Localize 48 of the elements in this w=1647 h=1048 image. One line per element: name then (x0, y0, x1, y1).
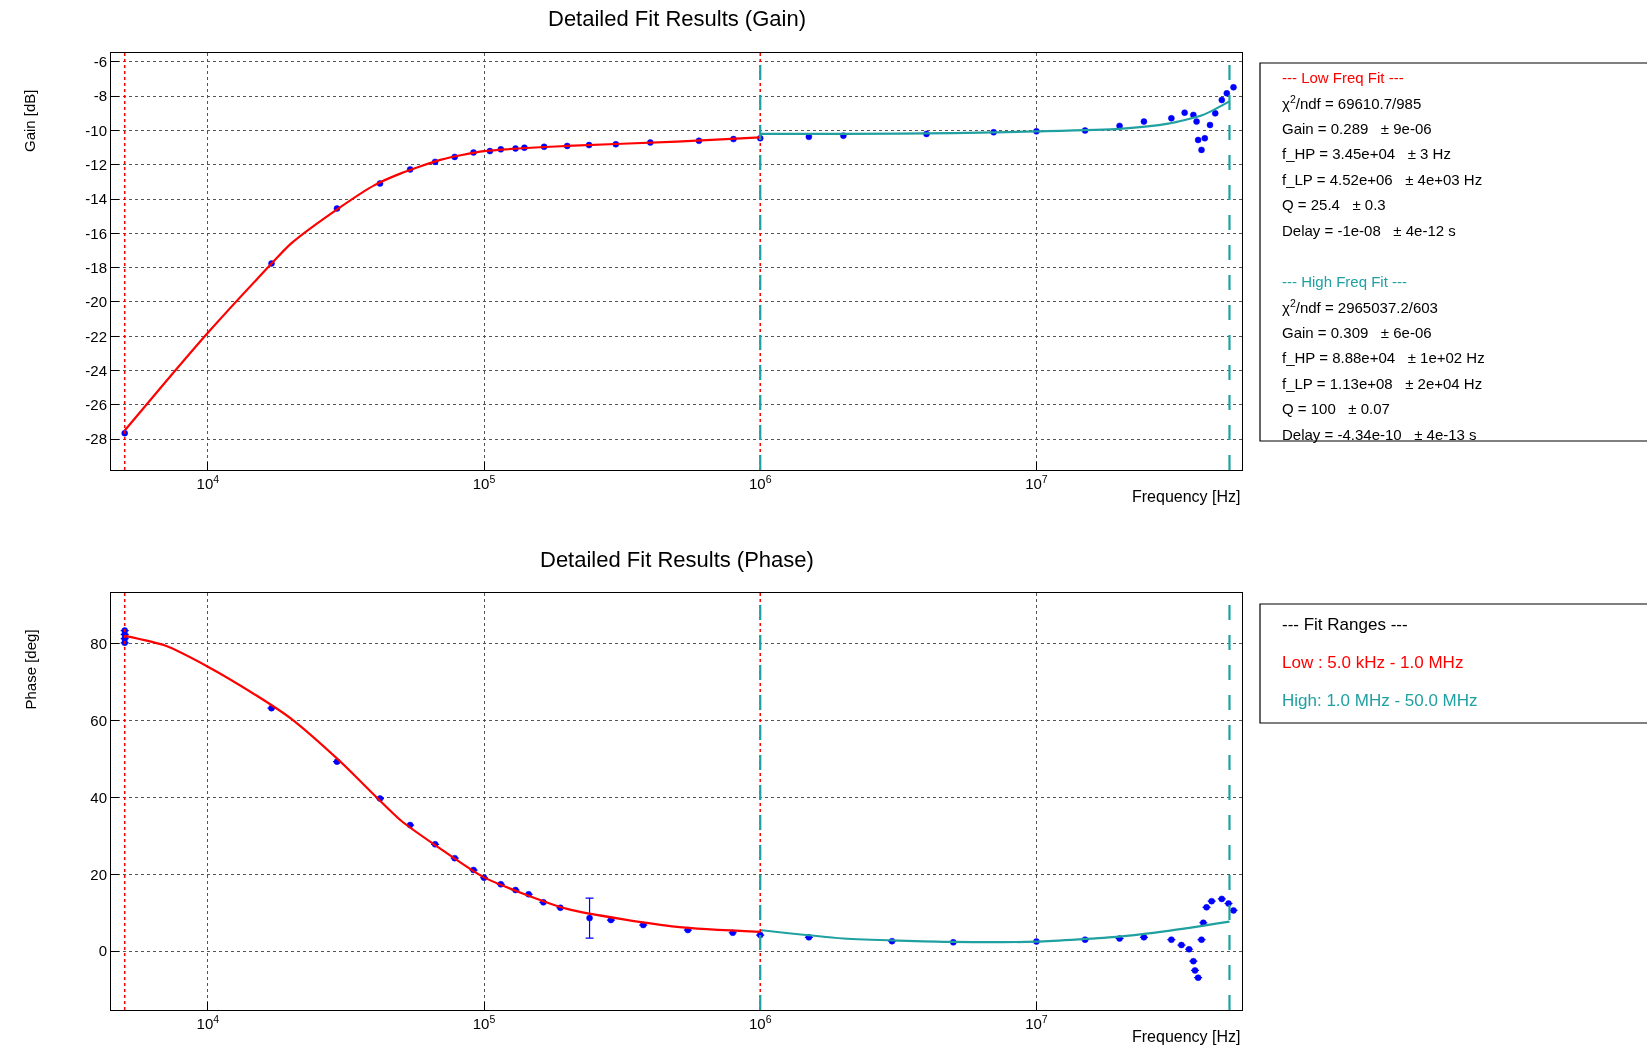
y-tick-label: 20 (90, 865, 107, 883)
y-tick-label: -18 (85, 258, 107, 276)
x-tick-label: 10$^{5}$ (472, 1012, 496, 1032)
y-tick-label: 80 (90, 634, 107, 652)
y-tick-label: -10 (85, 121, 107, 139)
y-tick-label: -26 (85, 396, 107, 414)
text: f_LP = 1.13e+08 ± 2e+04 Hz (1282, 375, 1483, 392)
y-tick-label: 60 (90, 711, 107, 729)
text: Delay = -4.34e-10 ± 4e-13 s (1282, 426, 1477, 443)
text: --- Fit Ranges --- (1282, 615, 1408, 634)
y-axis-title: Gain [dB] (21, 89, 38, 152)
text: --- Low Freq Fit --- (1282, 69, 1404, 86)
y-tick-label: 0 (98, 942, 107, 960)
text: Q = 25.4 ± 0.3 (1282, 196, 1386, 213)
x-tick-label: 10$^{4}$ (196, 472, 220, 492)
x-tick-label: 10$^{6}$ (748, 1012, 772, 1032)
text: χ$^{2}$/ndf = 2965037.2/603 (1282, 297, 1438, 317)
x-tick-label: 10$^{7}$ (1025, 472, 1048, 492)
text: Q = 100 ± 0.07 (1282, 400, 1390, 417)
y-tick-label: 40 (90, 788, 107, 806)
y-tick-label: -14 (85, 190, 107, 208)
y-tick-label: -12 (85, 156, 107, 174)
y-tick-label: -28 (85, 430, 107, 448)
text: Gain = 0.309 ± 6e-06 (1282, 324, 1432, 341)
text: High: 1.0 MHz - 50.0 MHz (1282, 691, 1478, 710)
y-tick-label: -24 (85, 361, 107, 379)
y-tick-label: -20 (85, 293, 107, 311)
text: χ$^{2}$/ndf = 69610.7/985 (1282, 93, 1422, 113)
x-tick-label: 10$^{5}$ (472, 472, 496, 492)
x-tick-label: 10$^{6}$ (748, 472, 772, 492)
x-axis-title: Frequency [Hz] (1132, 488, 1241, 505)
y-tick-label: -16 (85, 224, 107, 242)
text: Low : 5.0 kHz - 1.0 MHz (1282, 653, 1464, 672)
x-axis-title: Frequency [Hz] (1132, 1028, 1241, 1045)
text: --- High Freq Fit --- (1282, 273, 1407, 290)
chart-title: Detailed Fit Results (Gain) (548, 6, 806, 31)
text: f_HP = 8.88e+04 ± 1e+02 Hz (1282, 349, 1485, 366)
text: Delay = -1e-08 ± 4e-12 s (1282, 222, 1456, 239)
x-tick-label: 10$^{7}$ (1025, 1012, 1048, 1032)
text: f_HP = 3.45e+04 ± 3 Hz (1282, 145, 1451, 162)
chart-title: Detailed Fit Results (Phase) (540, 547, 814, 572)
text: Gain = 0.289 ± 9e-06 (1282, 120, 1432, 137)
y-tick-label: -6 (93, 53, 107, 71)
y-tick-label: -22 (85, 327, 107, 345)
text: f_LP = 4.52e+06 ± 4e+03 Hz (1282, 171, 1483, 188)
x-tick-label: 10$^{4}$ (196, 1012, 220, 1032)
y-tick-label: -8 (93, 87, 107, 105)
y-axis-title: Phase [deg] (21, 629, 39, 710)
